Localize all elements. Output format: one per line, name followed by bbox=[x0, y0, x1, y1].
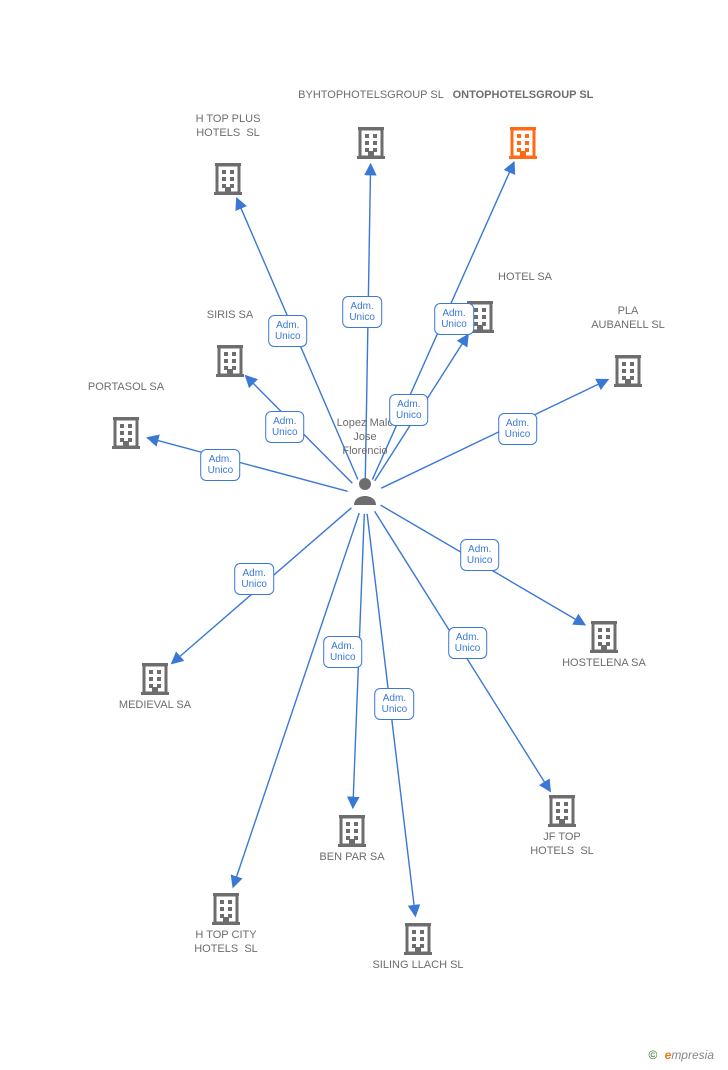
building-icon bbox=[213, 161, 243, 195]
company-label: ONTOPHOTELSGROUP SL bbox=[443, 89, 603, 103]
edge-label: Adm. Unico bbox=[375, 688, 415, 720]
edge-label: Adm. Unico bbox=[460, 539, 500, 571]
company-label: BEN PAR SA bbox=[272, 851, 432, 865]
building-icon bbox=[508, 125, 538, 159]
edge-label: Adm. Unico bbox=[234, 563, 274, 595]
company-node-portasol: PORTASOL SA bbox=[46, 415, 206, 449]
edge-label: Adm. Unico bbox=[498, 413, 538, 445]
company-node-hostelena: HOSTELENA SA bbox=[524, 619, 684, 653]
building-icon bbox=[589, 619, 619, 653]
building-icon bbox=[547, 793, 577, 827]
company-node-siris: SIRIS SA bbox=[150, 343, 310, 377]
building-icon bbox=[337, 813, 367, 847]
company-label: BYHTOPHOTELSGROUP SL bbox=[291, 89, 451, 103]
copyright-symbol: © bbox=[648, 1048, 657, 1062]
company-node-hotelsa: HOTEL SA bbox=[400, 299, 560, 333]
edge-label: Adm. Unico bbox=[323, 636, 363, 668]
company-label: PLA AUBANELL SL bbox=[548, 305, 708, 333]
building-icon bbox=[140, 661, 170, 695]
edges-layer bbox=[0, 0, 728, 1070]
building-icon bbox=[356, 125, 386, 159]
company-node-htopcity: H TOP CITY HOTELS SL bbox=[146, 891, 306, 925]
company-label: SILING LLACH SL bbox=[338, 959, 498, 973]
edge-label: Adm. Unico bbox=[201, 449, 241, 481]
center-person-node: Lopez Malo Jose Florencio bbox=[305, 475, 425, 505]
building-icon bbox=[215, 343, 245, 377]
company-label: HOTEL SA bbox=[498, 271, 552, 285]
company-label: MEDIEVAL SA bbox=[75, 699, 235, 713]
edge-label: Adm. Unico bbox=[389, 394, 429, 426]
company-label: H TOP CITY HOTELS SL bbox=[146, 929, 306, 957]
company-node-htopplus: H TOP PLUS HOTELS SL bbox=[148, 161, 308, 195]
company-label: HOSTELENA SA bbox=[524, 657, 684, 671]
edge-label: Adm. Unico bbox=[434, 303, 474, 335]
edge-label: Adm. Unico bbox=[268, 315, 308, 347]
company-node-jftop: JF TOP HOTELS SL bbox=[482, 793, 642, 827]
brand-rest: mpresia bbox=[671, 1048, 714, 1062]
company-node-siling: SILING LLACH SL bbox=[338, 921, 498, 955]
diagram-canvas: © empresia Lopez Malo Jose Florencio H TO… bbox=[0, 0, 728, 1070]
person-icon bbox=[350, 475, 380, 505]
company-node-byhtop: BYHTOPHOTELSGROUP SL bbox=[291, 125, 451, 159]
edge-label: Adm. Unico bbox=[265, 411, 305, 443]
building-icon bbox=[211, 891, 241, 925]
company-node-benpar: BEN PAR SA bbox=[272, 813, 432, 847]
building-icon bbox=[403, 921, 433, 955]
company-node-plaaubanell: PLA AUBANELL SL bbox=[548, 353, 708, 387]
edge-label: Adm. Unico bbox=[448, 627, 488, 659]
company-label: H TOP PLUS HOTELS SL bbox=[148, 113, 308, 141]
edge-label: Adm. Unico bbox=[342, 296, 382, 328]
watermark: © empresia bbox=[648, 1048, 714, 1062]
building-icon bbox=[613, 353, 643, 387]
building-icon bbox=[111, 415, 141, 449]
company-label: PORTASOL SA bbox=[46, 381, 206, 395]
company-node-medieval: MEDIEVAL SA bbox=[75, 661, 235, 695]
company-node-ontop: ONTOPHOTELSGROUP SL bbox=[443, 125, 603, 159]
company-label: JF TOP HOTELS SL bbox=[482, 831, 642, 859]
